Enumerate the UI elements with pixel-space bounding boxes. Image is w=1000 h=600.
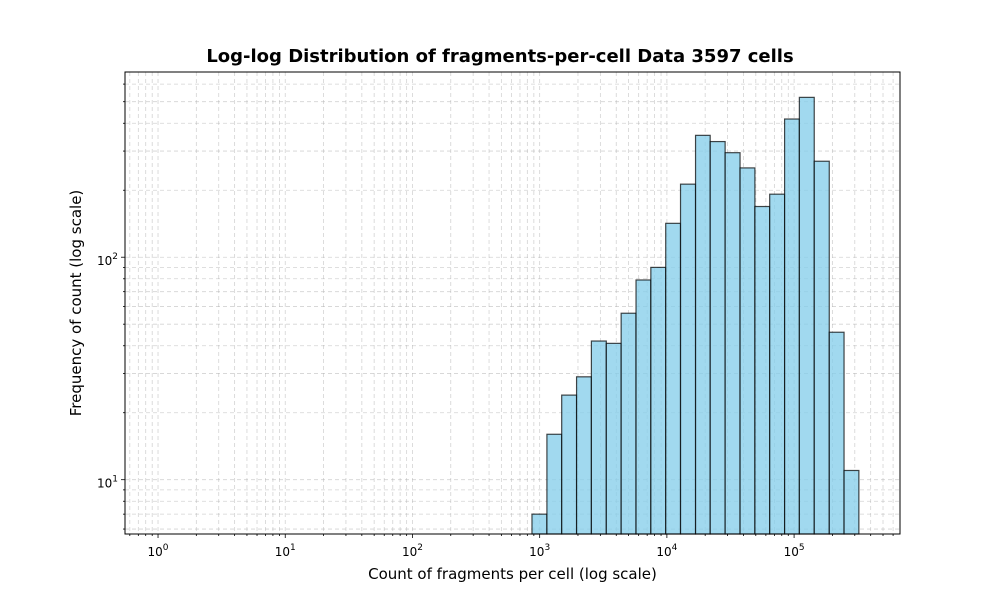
x-tick-label: 102 <box>402 543 423 559</box>
y-axis-label: Frequency of count (log scale) <box>67 189 85 417</box>
histogram-bar <box>531 513 548 535</box>
histogram-bar <box>828 331 845 535</box>
x-tick-label: 101 <box>275 543 296 559</box>
histogram-bar <box>798 96 815 535</box>
histogram-bar <box>739 167 756 535</box>
chart-title: Log-log Distribution of fragments-per-ce… <box>206 46 794 67</box>
histogram-bar <box>650 266 667 535</box>
histogram-bar <box>843 469 860 535</box>
x-tick-label: 105 <box>784 543 805 559</box>
histogram-bar <box>724 152 741 535</box>
grid-layer <box>125 72 900 534</box>
histogram-bar <box>605 342 622 535</box>
histogram-bar <box>561 394 578 535</box>
histogram-bar <box>709 140 726 535</box>
x-tick-label: 104 <box>656 543 677 559</box>
plot-frame <box>124 71 901 535</box>
histogram-bar <box>694 134 711 535</box>
histogram-bar <box>754 205 771 535</box>
histogram-bar <box>590 340 607 535</box>
histogram-bar <box>635 279 652 535</box>
x-tick-label: 100 <box>148 543 169 559</box>
histogram-bar <box>679 183 697 535</box>
histogram-bar <box>769 193 786 535</box>
y-tick-label: 101 <box>97 475 118 491</box>
histogram-bar <box>665 222 682 535</box>
x-axis-label: Count of fragments per cell (log scale) <box>368 565 657 583</box>
histogram-bar <box>575 376 592 535</box>
x-tick-label: 103 <box>529 543 550 559</box>
ticks-layer: 100 101 102 103 104 105 101 102 <box>97 83 894 559</box>
histogram-bar <box>783 118 800 535</box>
histogram-bar <box>546 433 563 535</box>
histogram-bar <box>620 312 637 535</box>
y-tick-label: 102 <box>97 252 118 268</box>
bars-layer <box>531 96 860 535</box>
histogram-bar <box>813 160 830 535</box>
